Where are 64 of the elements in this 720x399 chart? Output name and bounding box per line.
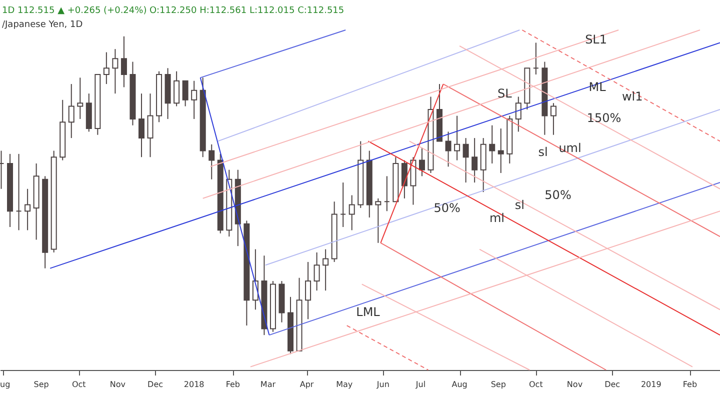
x-tick-label: Nov [110,380,126,389]
annotation: sl [538,145,548,159]
annotation: SL [497,86,512,101]
x-tick-label: Feb [682,380,698,389]
x-tick-label: Mar [260,380,276,389]
candlestick [68,84,74,139]
annotation: wl1 [622,90,643,104]
x-tick-label: Jun [376,380,390,389]
candlestick [340,182,346,228]
x-tick-label: Apr [300,380,314,389]
candlestick [112,48,118,94]
candlestick [348,194,355,231]
x-tick-label: Nov [566,380,583,389]
candlestick [16,153,22,231]
annotation: LML [356,305,380,319]
candlestick [77,77,84,120]
candlestick [384,176,390,212]
candlestick [138,93,144,158]
candlestick [322,248,329,292]
x-tick-label: Jul [414,380,426,389]
annotation: 50% [544,188,572,202]
x-tick-label: May [336,380,353,389]
candlestick [120,36,127,88]
x-tick-label: Sep [490,380,506,389]
annotation: ML [588,80,606,94]
x-tick-label: Oct [529,380,543,389]
annotation: SL1 [585,32,608,47]
candlestick [103,52,110,85]
x-tick-label: Dec [604,380,620,389]
candlestick [24,188,31,231]
annotation: ml [489,211,505,225]
candlestick [454,115,460,161]
candlestick [472,138,478,184]
candlestick [489,124,496,164]
candlestick [418,147,425,177]
candlestick [498,128,504,174]
annotation: uml [558,141,582,155]
x-tick-label: Aug [452,380,468,389]
candlestick [462,138,469,184]
candlestick [550,102,556,136]
candlestick [401,160,408,199]
candlestick [305,261,312,320]
candlestick [147,93,154,158]
x-tick-label: 2019 [640,380,662,389]
x-tick-label: Dec [148,380,164,389]
annotation: 50% [434,200,460,215]
chart-title: /Japanese Yen, 1D [2,20,83,30]
candlestick [532,42,539,75]
x-tick-label: ug [0,380,10,389]
annotation: sl [514,198,524,212]
candlestick [174,70,180,107]
candlestick [314,252,320,292]
x-tick-label: Oct [72,380,86,389]
candlestick [208,144,215,180]
x-tick-label: 2018 [184,380,204,389]
annotation: 150% [586,111,622,125]
candlestick [515,96,522,132]
candlestick [182,80,188,107]
x-tick-label: Sep [34,380,49,389]
candlestick [375,198,382,244]
candlestick [191,80,198,120]
candlestick [445,131,452,168]
chart-subtitle: 1D 112.515 ▲ +0.265 (+0.24%) O:112.250 H:112.561 L:112.015 C:112.515 [2,6,344,16]
x-tick-label: Feb [226,380,240,389]
